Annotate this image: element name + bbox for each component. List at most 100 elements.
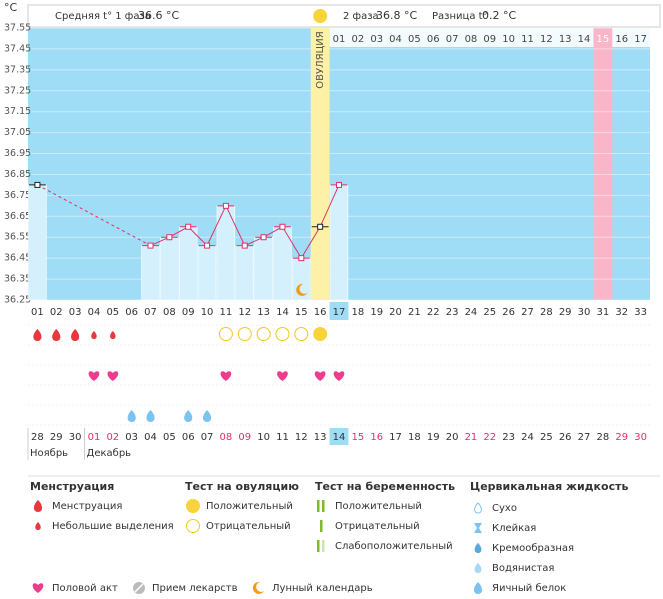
header-strip <box>27 4 661 28</box>
temperature-bar <box>329 184 349 301</box>
date-label: 22 <box>483 432 496 443</box>
point <box>336 181 342 188</box>
y-tick-label: 36.95 <box>4 148 31 159</box>
legend-item: Яичный белок <box>492 583 566 594</box>
egg-white-icon <box>202 410 212 422</box>
x-tick-label: 31 <box>597 307 610 318</box>
cycle2-day-label: 13 <box>559 34 572 45</box>
legend-title: Тест на беременность <box>315 480 455 493</box>
legend-title: Менструация <box>30 480 114 493</box>
legend-icon <box>134 583 144 593</box>
legend-item: Водянистая <box>492 563 554 574</box>
date-label: 30 <box>634 432 647 443</box>
x-tick-label: 28 <box>540 307 553 318</box>
point <box>34 181 41 188</box>
ovulation-test-negative <box>294 327 309 341</box>
date-label: 14 <box>333 432 346 443</box>
date-label: 19 <box>427 432 440 443</box>
y-tick-label: 36.75 <box>4 190 31 201</box>
legend-item: Менструация <box>52 501 122 512</box>
legend-icon <box>474 563 482 573</box>
x-tick-label: 05 <box>106 307 119 318</box>
legend-item: Прием лекарств <box>152 583 238 594</box>
menstruation-icon <box>71 329 80 341</box>
intercourse-icon <box>220 371 232 381</box>
point <box>222 202 229 209</box>
date-label: 10 <box>257 432 270 443</box>
y-tick-label: 37.15 <box>4 106 31 117</box>
cycle2-day-label: 04 <box>389 34 402 45</box>
date-label: 17 <box>389 432 402 443</box>
date-label: 28 <box>31 432 44 443</box>
x-tick-label: 24 <box>465 307 478 318</box>
x-tick-label: 20 <box>389 307 402 318</box>
temperature-bar <box>235 245 254 301</box>
legend-icon <box>317 500 320 512</box>
date-label: 26 <box>559 432 572 443</box>
x-tick-label: 03 <box>69 307 82 318</box>
legend-icon <box>32 583 44 593</box>
point <box>317 223 324 230</box>
y-tick-label: 36.45 <box>4 253 31 264</box>
spotting-icon <box>91 331 97 339</box>
x-tick-label: 15 <box>295 307 308 318</box>
point <box>298 255 305 262</box>
legend-item: Небольшие выделения <box>52 521 174 532</box>
current-date-box <box>329 428 349 445</box>
temperature-bar <box>28 184 47 301</box>
y-tick-label: 37.45 <box>4 43 31 54</box>
diff-label: Разница t° <box>432 11 488 22</box>
date-label: 25 <box>540 432 553 443</box>
legend-icon <box>320 520 323 532</box>
ovulation-test-negative <box>256 327 271 341</box>
cycle2-day-label: 11 <box>521 34 534 45</box>
y-tick-label: 37.25 <box>4 85 31 96</box>
y-tick-label: 37.05 <box>4 127 31 138</box>
ovulation-test-negative <box>275 327 290 341</box>
cycle2-day-label: 09 <box>483 34 496 45</box>
legend-icon <box>33 500 43 512</box>
point <box>204 242 211 249</box>
cycle2-day-label: 08 <box>465 34 478 45</box>
x-tick-label: 32 <box>615 307 628 318</box>
legend-icon <box>322 500 325 512</box>
temperature-bar <box>141 245 160 301</box>
point <box>185 223 192 230</box>
date-label: 27 <box>578 432 591 443</box>
legend-item: Клейкая <box>492 523 536 534</box>
date-label: 03 <box>125 432 138 443</box>
intercourse-icon <box>277 371 288 381</box>
legend-item: Половой акт <box>52 583 118 594</box>
x-tick-label: 10 <box>201 307 214 318</box>
date-label: 09 <box>238 432 251 443</box>
cycle2-header-row <box>329 28 650 47</box>
month-label: Ноябрь <box>30 448 68 459</box>
ovulation-test-positive <box>313 327 328 341</box>
legend-icon <box>317 540 320 552</box>
legend-item: Слабоположительный <box>335 541 453 552</box>
date-label: 01 <box>88 432 101 443</box>
point <box>166 234 173 241</box>
legend-icon <box>186 519 200 533</box>
moon-icon <box>296 283 308 296</box>
legend-item: Кремообразная <box>492 543 574 554</box>
x-tick-label: 25 <box>483 307 496 318</box>
date-label: 24 <box>521 432 534 443</box>
date-label: 06 <box>182 432 195 443</box>
x-tick-label: 29 <box>559 307 572 318</box>
x-tick-label: 01 <box>31 307 44 318</box>
legend-icon <box>474 523 482 533</box>
date-label: 28 <box>597 432 610 443</box>
intercourse-icon <box>333 371 345 381</box>
cycle2-day-label: 01 <box>333 34 346 45</box>
y-tick-label: 36.35 <box>4 274 31 285</box>
point <box>279 223 286 230</box>
point <box>241 242 248 249</box>
date-label: 29 <box>615 432 628 443</box>
ovulation-sun <box>313 9 328 23</box>
date-label: 07 <box>201 432 214 443</box>
cycle2-day-label: 15 <box>597 34 610 45</box>
date-label: 30 <box>69 432 82 443</box>
y-tick-label: 37.35 <box>4 64 31 75</box>
